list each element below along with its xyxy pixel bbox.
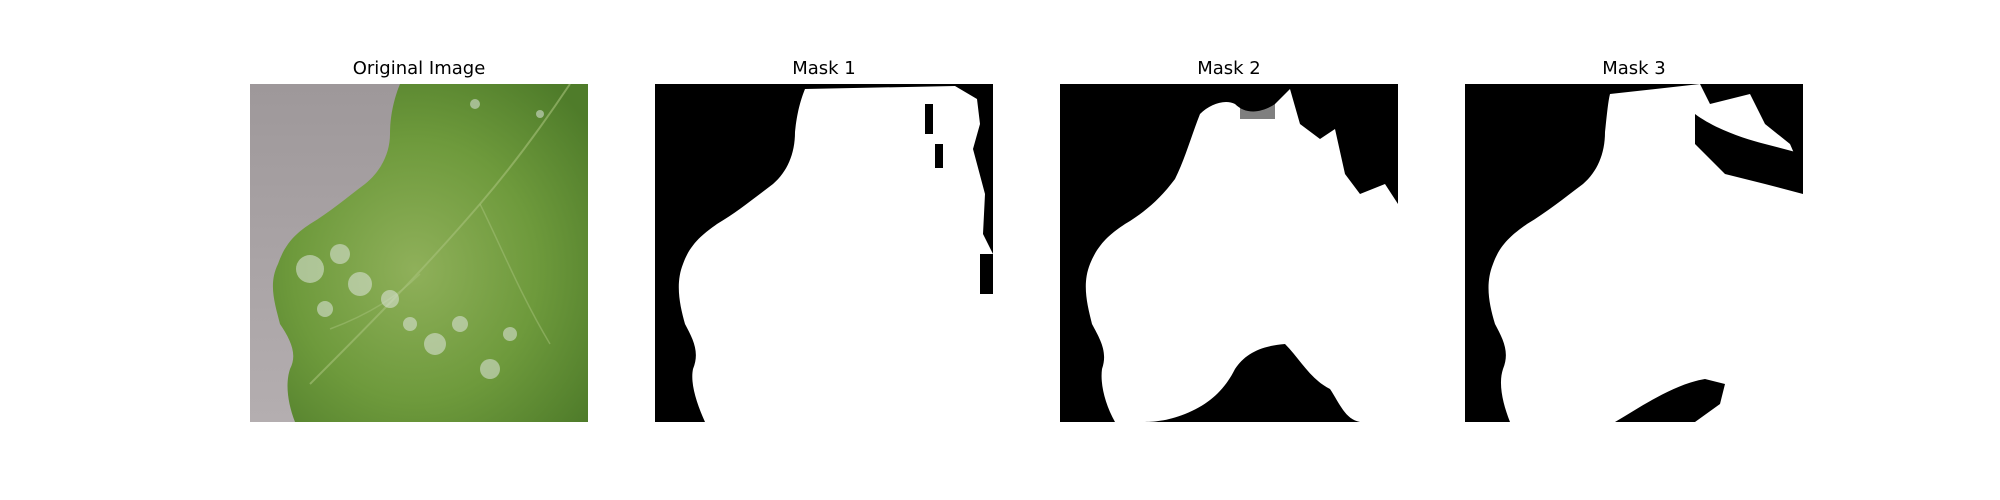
- mask-2-image: [1060, 84, 1398, 422]
- panel-title-mask-1: Mask 1: [792, 58, 856, 79]
- panel-title-mask-3: Mask 3: [1602, 58, 1666, 79]
- leaf-vein: [479, 203, 551, 345]
- mask-hole: [935, 144, 943, 168]
- mask-3-panel: [1465, 84, 1803, 422]
- panel-title-original: Original Image: [352, 58, 486, 79]
- original-image-panel: [250, 84, 588, 422]
- mask-noise: [1240, 99, 1275, 119]
- mask-1-image: [655, 84, 993, 422]
- mask-hole: [980, 254, 993, 294]
- mask-3-image: [1465, 84, 1803, 422]
- mask-hole: [1695, 114, 1803, 194]
- powdery-spots: [296, 99, 544, 379]
- mask-foreground: [1085, 89, 1398, 422]
- mask-hole: [1615, 379, 1725, 422]
- leaf-photo: [250, 84, 588, 422]
- mask-hole: [925, 104, 933, 134]
- leaf-vein: [309, 84, 571, 385]
- panel-title-mask-2: Mask 2: [1197, 58, 1261, 79]
- mask-1-panel: [655, 84, 993, 422]
- mask-2-panel: [1060, 84, 1398, 422]
- mask-foreground: [678, 86, 993, 422]
